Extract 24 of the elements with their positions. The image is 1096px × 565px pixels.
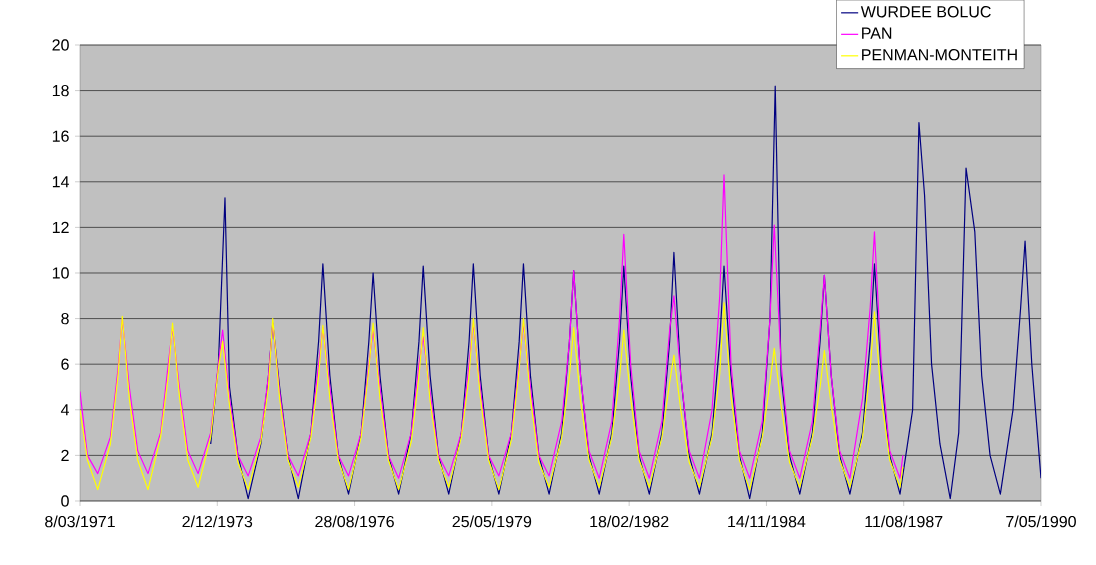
x-tick-label: 11/08/1987 <box>865 515 943 528</box>
line-series <box>80 174 904 479</box>
y-tick-label: 16 <box>52 130 69 142</box>
x-tick-label: 18/02/1982 <box>590 515 669 528</box>
legend-label: WURDEE BOLUC <box>860 6 991 18</box>
y-tick-label: 18 <box>52 84 69 97</box>
legend-label: PENMAN-MONTEITH <box>862 49 1017 61</box>
x-tick-label: 28/08/1976 <box>315 515 394 528</box>
y-tick-label: 2 <box>61 449 69 461</box>
x-tick-label: 14/11/1984 <box>728 515 806 528</box>
y-tick-label: 12 <box>52 221 69 233</box>
y-tick-label: 20 <box>52 39 69 51</box>
y-tick-label: 14 <box>52 176 69 188</box>
y-tick-label: 4 <box>60 404 69 416</box>
y-tick-label: 8 <box>61 312 69 325</box>
x-tick-label: 7/05/1990 <box>1006 515 1076 528</box>
x-tick-label: 2/12/1973 <box>182 515 253 528</box>
legend-label: PAN <box>862 27 892 39</box>
y-tick-label: 0 <box>61 495 69 507</box>
x-tick-label: 25/05/1979 <box>452 515 532 528</box>
x-tick-label: 8/03/1971 <box>45 515 115 528</box>
line-series <box>80 302 904 491</box>
y-tick-label: 10 <box>52 267 69 279</box>
y-tick-label: 6 <box>61 358 69 370</box>
